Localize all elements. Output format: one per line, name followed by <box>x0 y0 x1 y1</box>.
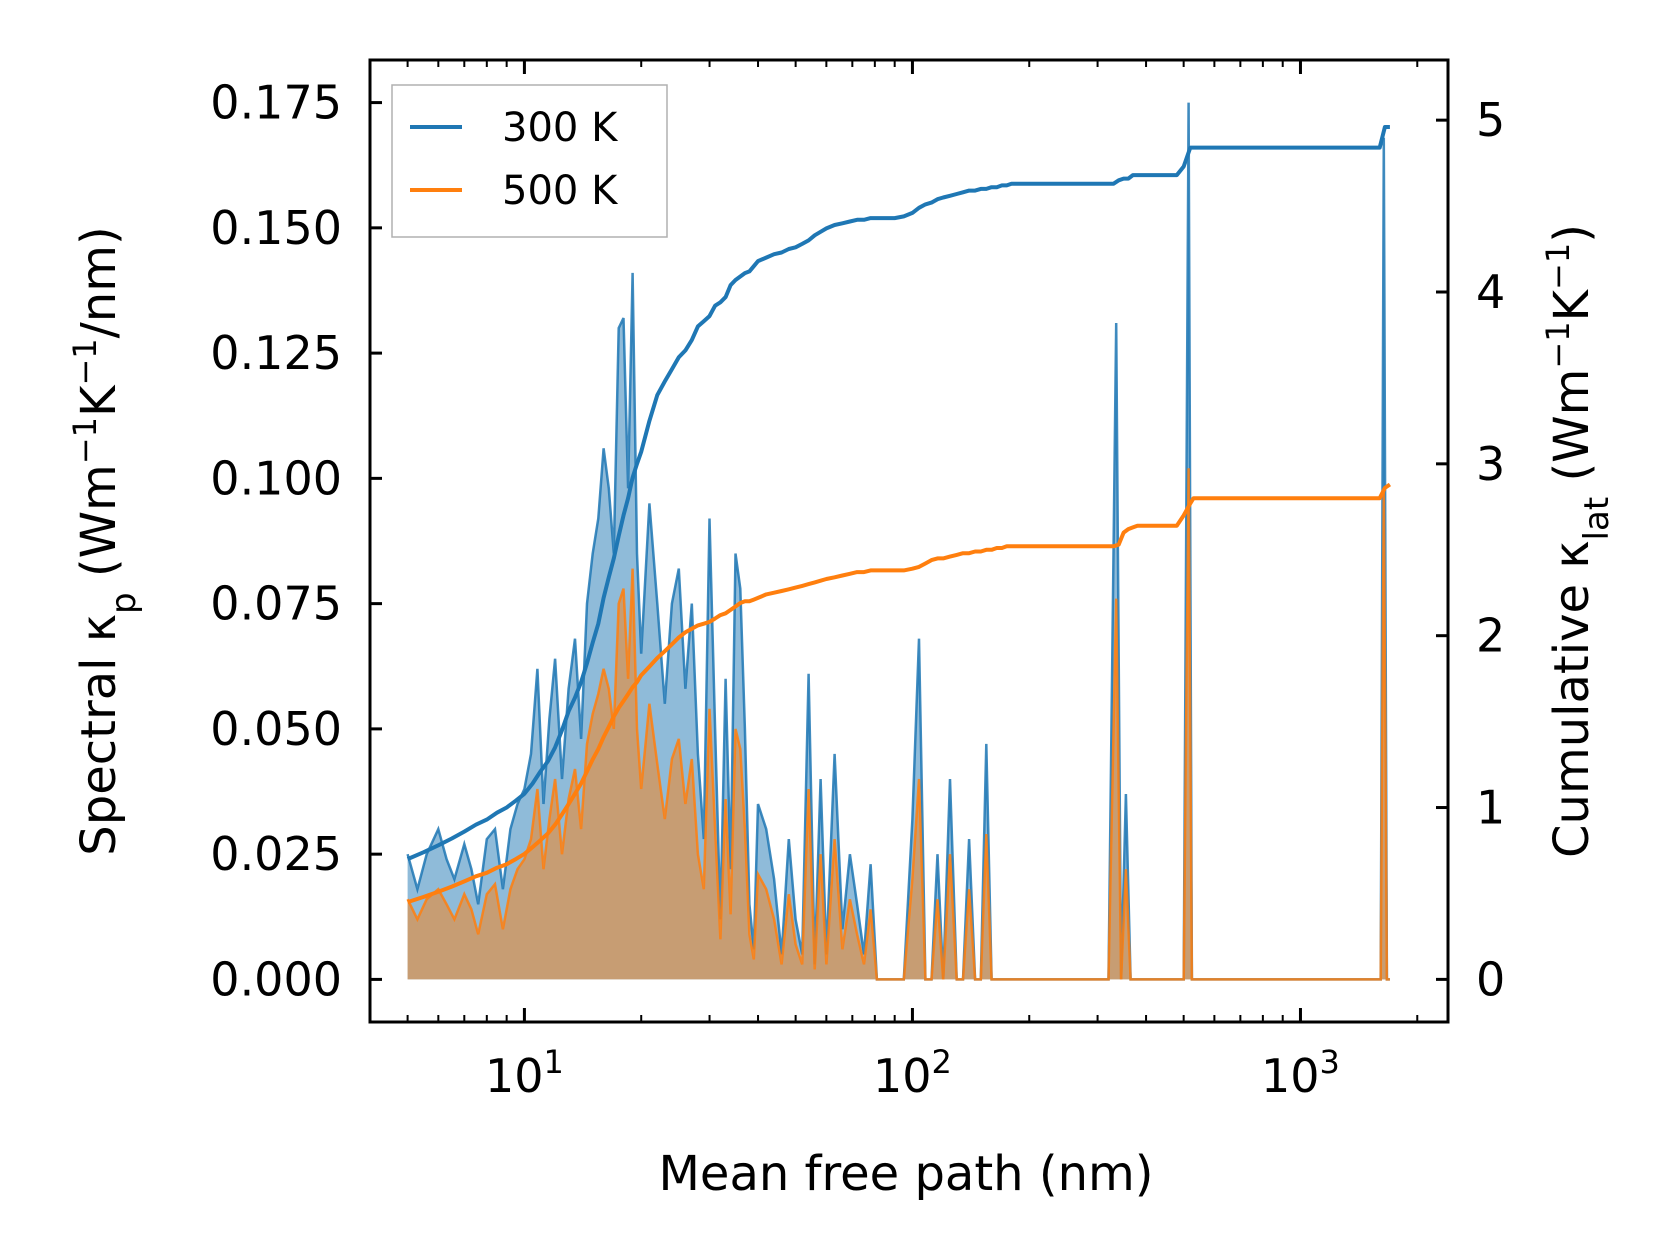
tick-layer: 0.000 0.025 0.050 0.075 0.100 0.125 0.150 0.175… <box>210 60 1505 1103</box>
y-left-tick-label-2: 0.050 <box>210 702 342 756</box>
y-right-tick-label-4: 4 <box>1476 265 1505 319</box>
y-left-tick-label-3: 0.075 <box>210 577 342 631</box>
outline-500-k-spectral <box>406 468 1390 981</box>
legend-box <box>391 84 668 238</box>
y-left-tick-label-5: 0.125 <box>210 326 342 380</box>
line-cumulative-500-k <box>406 482 1392 905</box>
y-right-tick-label-3: 3 <box>1476 437 1505 491</box>
legend-label-500k: 500 K <box>502 168 619 214</box>
y-left-tick-label-4: 0.100 <box>210 451 342 505</box>
y-left-tick-label-1: 0.025 <box>210 827 342 881</box>
legend: 300 K 500 K <box>391 84 668 238</box>
y-left-tick-label-0: 0.000 <box>210 952 342 1006</box>
spectral-fill-layer <box>406 102 1390 981</box>
x-tick-label-0: 101 <box>485 1043 564 1103</box>
left-y-axis-title: Spectral κp (Wm−1K−1/nm) <box>66 226 144 855</box>
y-right-tick-label-5: 5 <box>1476 93 1505 147</box>
y-left-tick-label-6: 0.150 <box>210 201 342 255</box>
area-500-k-spectral <box>407 468 1390 980</box>
plot-frame <box>368 58 1450 1024</box>
x-tick-label-2: 103 <box>1261 1043 1340 1103</box>
y-left-tick-label-7: 0.175 <box>210 76 342 130</box>
right-y-axis-title: Cumulative κlat (Wm−1K−1) <box>1539 224 1617 858</box>
y-right-tick-label-0: 0 <box>1476 952 1505 1006</box>
x-tick-label-1: 102 <box>873 1043 952 1103</box>
y-right-tick-label-2: 2 <box>1476 609 1505 663</box>
line-cumulative-300-k <box>406 125 1390 861</box>
y-right-tick-label-1: 1 <box>1476 781 1505 835</box>
x-axis-title: Mean free path (nm) <box>659 1146 1154 1202</box>
legend-label-300k: 300 K <box>502 105 619 151</box>
cumulative-line-layer <box>406 125 1392 905</box>
